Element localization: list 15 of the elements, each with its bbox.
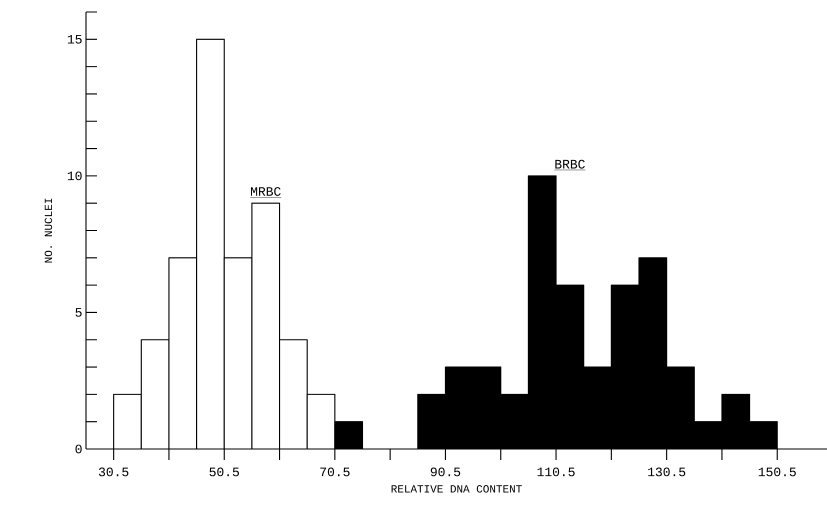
x-tick-label: 90.5 bbox=[430, 468, 460, 476]
series-label: MRBC bbox=[250, 187, 281, 196]
y-tick-label: 10 bbox=[68, 171, 82, 180]
series-label: BRBC bbox=[555, 160, 585, 169]
y-axis-title: NO. NUCLEI bbox=[44, 198, 52, 263]
x-tick-label: 30.5 bbox=[98, 468, 128, 476]
x-tick-label: 150.5 bbox=[758, 468, 796, 476]
y-tick-label: 5 bbox=[76, 308, 82, 317]
x-tick-label: 70.5 bbox=[320, 468, 350, 476]
y-tick-label: 15 bbox=[68, 34, 82, 44]
x-tick-label: 130.5 bbox=[648, 468, 686, 476]
x-axis-title: RELATIVE DNA CONTENT bbox=[392, 485, 522, 493]
x-tick-label: 110.5 bbox=[538, 468, 575, 476]
y-tick-label: 0 bbox=[75, 444, 82, 454]
x-tick-label: 50.5 bbox=[210, 468, 239, 476]
